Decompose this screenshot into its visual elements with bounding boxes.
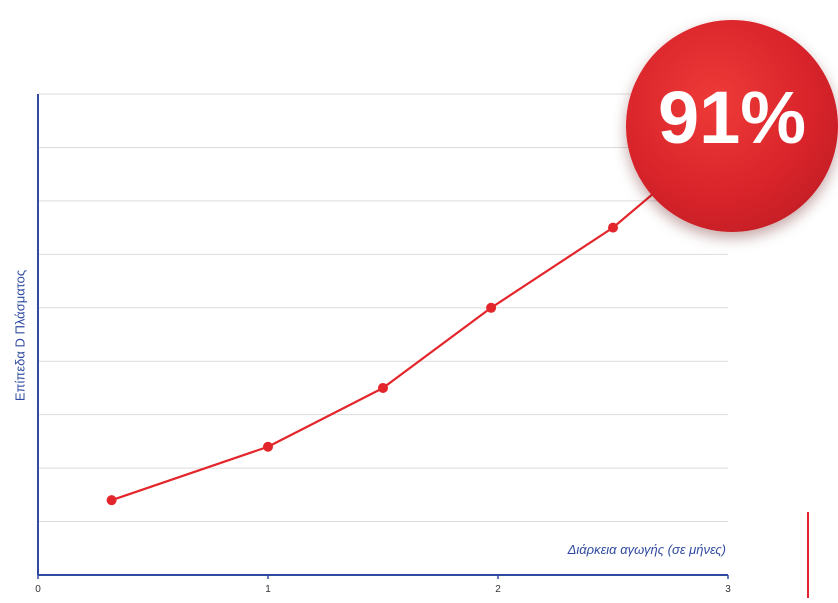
x-axis-label: Διάρκεια αγωγής (σε μήνες) bbox=[567, 542, 726, 557]
data-point bbox=[486, 302, 497, 313]
data-point bbox=[263, 441, 273, 452]
y-axis-label: Επίπεδα D Πλάσματος bbox=[12, 269, 28, 402]
series-line bbox=[111, 184, 665, 502]
x-tick-label: 2 bbox=[495, 584, 501, 595]
data-point bbox=[378, 382, 388, 393]
x-tick-label: 1 bbox=[265, 584, 271, 595]
x-tick-label: 0 bbox=[35, 584, 41, 595]
percentage-badge: 91% bbox=[626, 20, 838, 232]
badge-value: 91% bbox=[657, 76, 807, 159]
data-point bbox=[106, 495, 117, 506]
x-tick-label: 3 bbox=[725, 584, 731, 595]
data-point bbox=[608, 222, 618, 233]
